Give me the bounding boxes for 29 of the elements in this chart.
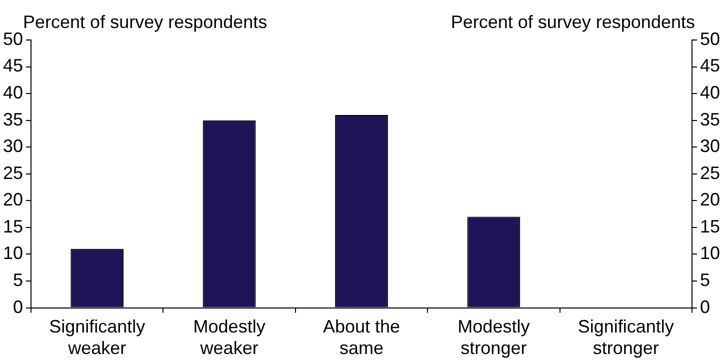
y-tick-label: 40: [2, 82, 24, 103]
x-tick-label: Modestly stronger: [458, 316, 530, 358]
y-axis-title: Percent of survey respondents: [23, 12, 268, 32]
x-tick-label: Significantly stronger: [578, 316, 674, 358]
y-tick-label: 5: [13, 270, 24, 290]
y2-tick-label: 15: [700, 216, 720, 236]
y2-tick-label: 50: [700, 28, 720, 49]
y2-tick-label: 0: [700, 296, 710, 317]
y2-tick-label: 45: [700, 56, 720, 76]
y-tick-label: 0: [13, 296, 24, 317]
y-tick-label: 30: [2, 136, 24, 156]
y-tick-label: 20: [2, 190, 24, 210]
y2-tick-label: 10: [700, 243, 720, 264]
y-tick-label: 10: [2, 243, 24, 264]
y2-tick-label: 5: [700, 270, 710, 290]
y-tick-label: 25: [2, 162, 24, 183]
x-tick-label: About the same: [322, 316, 400, 358]
y2-axis-title: Percent of survey respondents: [450, 12, 695, 32]
y2-tick-label: 35: [700, 109, 720, 130]
x-tick-label: Modestly weaker: [193, 316, 266, 358]
y2-tick-label: 40: [700, 82, 720, 103]
y2-tick-label: 30: [700, 136, 720, 156]
y-tick-label: 50: [2, 28, 24, 49]
y-tick-label: 15: [2, 216, 24, 236]
y-tick-label: 35: [2, 109, 24, 130]
y-tick-label: 45: [2, 56, 24, 76]
y2-tick-label: 20: [700, 190, 720, 210]
x-tick-label: Significantly weaker: [49, 316, 146, 358]
y2-tick-label: 25: [700, 162, 720, 183]
